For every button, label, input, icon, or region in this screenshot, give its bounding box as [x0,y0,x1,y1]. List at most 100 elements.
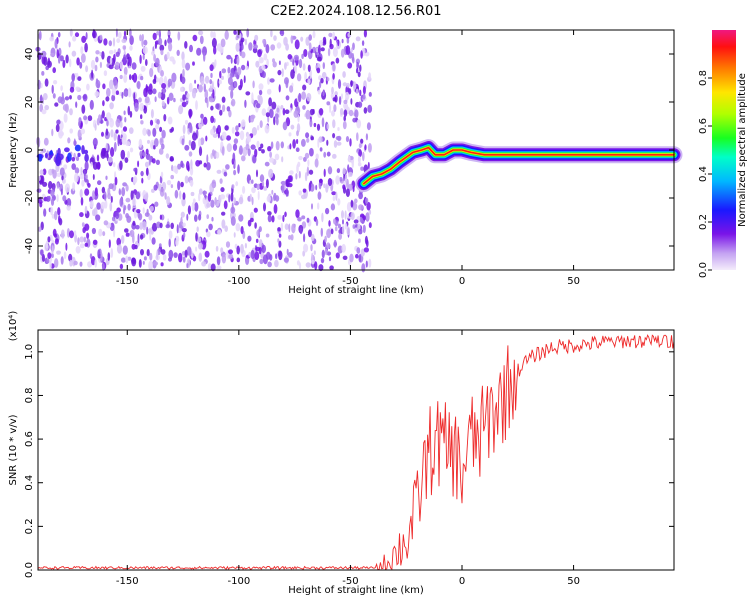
noise-speck [92,209,96,217]
noise-speck [115,51,120,57]
noise-speck [318,178,323,184]
noise-speck [246,28,250,38]
x-tick-label: -100 [227,576,250,587]
x-tick-label: -100 [227,276,250,287]
noise-speck [119,60,124,70]
noise-speck [171,126,174,132]
noise-speck [69,108,73,116]
noise-speck [348,109,354,117]
noise-speck [349,253,354,263]
noise-speck [233,197,236,205]
noise-speck [41,71,45,76]
noise-speck [261,64,266,71]
noise-speck [176,224,179,234]
noise-speck [332,73,335,80]
noise-speck [204,75,210,84]
noise-speck [309,147,314,157]
noise-speck [340,48,345,58]
snr-y-label: SNR (10 * v/v) [8,414,19,485]
noise-speck [86,232,90,239]
noise-speck [48,181,53,190]
noise-speck [109,57,113,65]
noise-speck [179,190,182,200]
snr-plot-area [38,330,674,570]
noise-speck [307,78,311,85]
noise-speck [155,123,160,130]
noise-speck [303,49,308,57]
noise-speck [330,92,334,99]
noise-speck [117,31,122,39]
noise-speck [362,93,366,100]
noise-speck [97,180,102,186]
noise-speck [210,72,213,79]
noise-speck [320,227,323,237]
noise-speck [131,62,137,70]
noise-speck [297,161,301,168]
noise-speck [79,243,85,249]
noise-speck [194,214,198,222]
noise-speck [315,218,319,227]
noise-speck [38,30,42,41]
noise-speck [98,228,103,237]
noise-speck [59,55,64,62]
noise-speck [130,190,134,201]
noise-speck [181,76,186,85]
noise-speck [297,114,300,123]
noise-speck [136,209,141,214]
noise-speck [342,255,348,260]
noise-speck [56,49,59,59]
noise-speck [85,65,89,73]
noise-speck [368,72,372,80]
noise-speck [71,73,75,82]
noise-speck [368,209,372,215]
noise-speck [139,150,143,157]
noise-speck [63,251,67,260]
noise-speck [343,115,347,122]
x-tick-label: 0 [459,276,465,287]
noise-speck [284,211,287,218]
noise-speck [360,138,364,144]
noise-speck [326,251,332,256]
noise-speck [192,34,198,42]
noise-speck [293,62,297,72]
noise-speck [75,101,78,108]
noise-speck [335,57,340,64]
noise-speck [355,36,361,42]
noise-speck [125,184,129,192]
noise-speck [169,56,175,62]
noise-speck [289,107,292,113]
noise-speck [266,88,272,95]
noise-speck [264,161,270,167]
noise-speck [160,249,166,255]
noise-speck [166,180,172,186]
noise-speck [310,233,315,242]
noise-speck [94,259,98,268]
noise-speck [266,58,269,68]
noise-speck [79,236,85,243]
noise-speck [318,108,324,116]
noise-speck [79,212,84,218]
noise-speck [62,178,67,184]
noise-speck [243,75,246,84]
noise-speck [303,243,309,253]
noise-speck [277,227,281,232]
noise-speck [124,228,129,233]
noise-speck [219,178,223,184]
noise-speck [103,38,108,46]
noise-speck [74,144,81,152]
noise-speck [202,46,207,56]
noise-speck [145,96,150,104]
noise-speck [255,103,261,109]
noise-speck [305,262,311,268]
noise-speck [328,32,333,38]
noise-speck [235,223,241,232]
noise-speck [135,191,141,200]
noise-speck [145,86,150,92]
noise-speck [256,140,260,148]
noise-speck [222,168,225,175]
noise-speck [82,93,88,102]
noise-speck [140,75,144,81]
noise-speck [272,58,275,63]
noise-speck [203,116,208,125]
noise-speck [69,259,73,267]
